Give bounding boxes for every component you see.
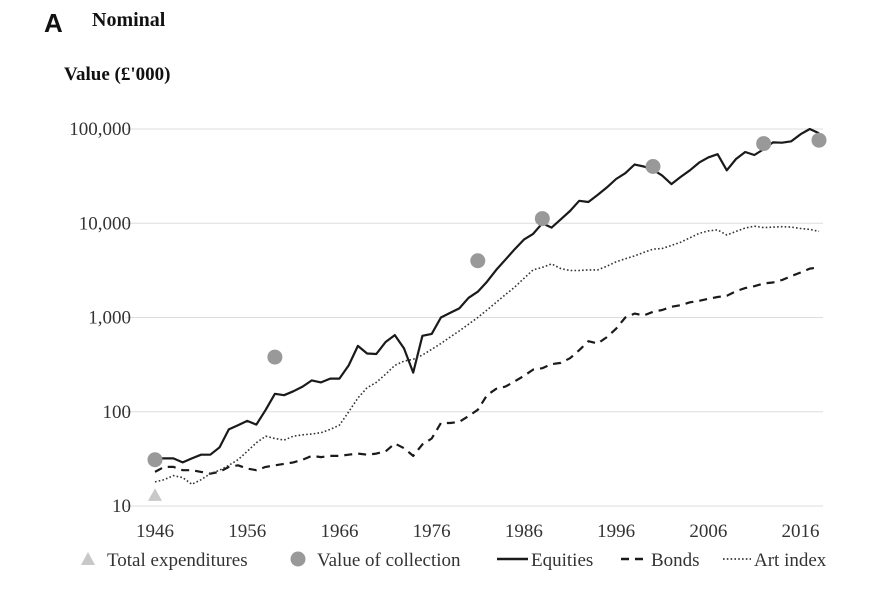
legend: Total expenditures Value of collection Equ… bbox=[81, 550, 827, 571]
value-of-collection-marker bbox=[756, 136, 772, 152]
value-of-collection-marker bbox=[811, 132, 827, 148]
y-tick-label: 100 bbox=[103, 402, 132, 423]
series-line-art-index bbox=[154, 225, 820, 486]
series-line-equities bbox=[155, 127, 820, 464]
y-axis-title: Value (£'000) bbox=[64, 64, 171, 85]
series-lines bbox=[154, 127, 820, 486]
y-tick-label: 100,000 bbox=[69, 119, 131, 140]
legend-triangle-symbol bbox=[81, 552, 95, 565]
value-of-collection-marker bbox=[470, 253, 486, 269]
legend-item-art-index: Art index bbox=[723, 550, 827, 571]
value-of-collection-marker bbox=[534, 211, 550, 227]
legend-item-bonds: Bonds bbox=[621, 550, 700, 571]
legend-label: Equities bbox=[531, 550, 593, 571]
y-tick-label: 10 bbox=[112, 496, 131, 517]
value-of-collection-marker bbox=[267, 349, 283, 365]
value-of-collection-marker bbox=[645, 159, 661, 175]
x-tick-label: 1986 bbox=[505, 521, 543, 542]
panel-letter: A bbox=[44, 8, 63, 38]
legend-item-total-expenditures: Total expenditures bbox=[81, 550, 248, 571]
legend-label: Bonds bbox=[651, 550, 700, 571]
legend-label: Value of collection bbox=[317, 550, 461, 571]
x-tick-label: 1956 bbox=[228, 521, 266, 542]
gridlines bbox=[125, 128, 823, 507]
x-tick-labels: 1946 1956 1966 1976 1986 1996 2006 2016 bbox=[136, 521, 820, 542]
y-tick-label: 10,000 bbox=[79, 213, 131, 234]
x-tick-label: 1946 bbox=[136, 521, 174, 542]
x-tick-label: 1996 bbox=[597, 521, 635, 542]
legend-label: Total expenditures bbox=[107, 550, 248, 571]
legend-item-value-of-collection: Value of collection bbox=[290, 550, 461, 571]
y-tick-labels: 10 100 1,000 10,000 100,000 bbox=[69, 119, 131, 517]
legend-circle-symbol bbox=[290, 551, 306, 567]
value-of-collection-marker bbox=[147, 452, 163, 468]
total-expenditures-marker bbox=[148, 488, 162, 501]
x-tick-label: 1966 bbox=[320, 521, 358, 542]
markers bbox=[147, 132, 827, 501]
panel-title: Nominal bbox=[92, 9, 166, 31]
x-tick-label: 2006 bbox=[689, 521, 727, 542]
x-tick-label: 2016 bbox=[782, 521, 820, 542]
series-line-bonds bbox=[154, 266, 820, 475]
legend-label: Art index bbox=[754, 550, 827, 571]
y-tick-label: 1,000 bbox=[88, 308, 131, 329]
legend-item-equities: Equities bbox=[497, 550, 593, 571]
x-tick-label: 1976 bbox=[413, 521, 451, 542]
